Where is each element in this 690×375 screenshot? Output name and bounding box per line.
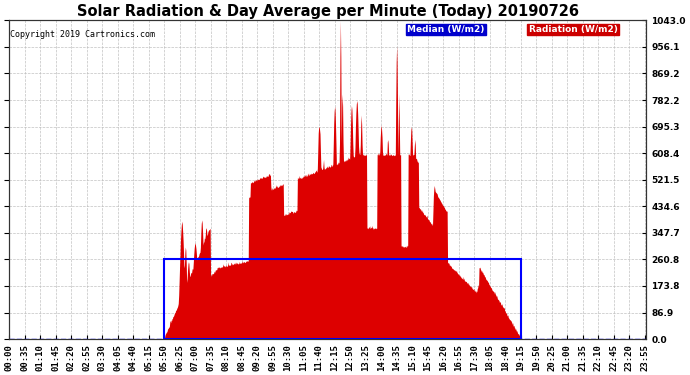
- Title: Solar Radiation & Day Average per Minute (Today) 20190726: Solar Radiation & Day Average per Minute…: [77, 4, 579, 19]
- Text: Radiation (W/m2): Radiation (W/m2): [529, 25, 618, 34]
- Text: Median (W/m2): Median (W/m2): [407, 25, 485, 34]
- Text: Copyright 2019 Cartronics.com: Copyright 2019 Cartronics.com: [10, 30, 155, 39]
- Bar: [164, 260, 521, 339]
